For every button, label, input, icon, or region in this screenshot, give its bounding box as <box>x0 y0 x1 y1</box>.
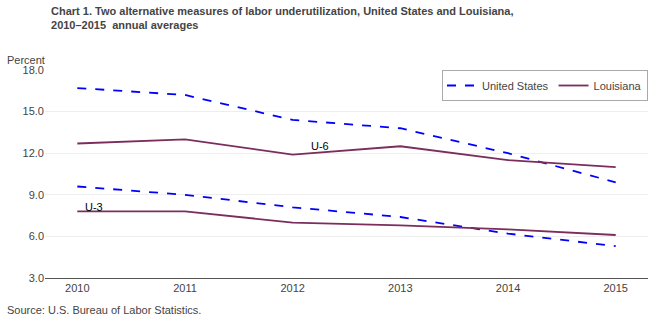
svg-text:United States: United States <box>482 80 549 92</box>
svg-text:2014: 2014 <box>496 282 520 294</box>
svg-text:U-3: U-3 <box>85 201 103 213</box>
svg-text:Louisiana: Louisiana <box>594 80 642 92</box>
svg-text:3.0: 3.0 <box>29 272 44 284</box>
svg-text:Source: U.S. Bureau of Labor S: Source: U.S. Bureau of Labor Statistics. <box>7 304 201 316</box>
svg-text:18.0: 18.0 <box>23 64 44 76</box>
svg-text:2012: 2012 <box>280 282 304 294</box>
svg-text:2013: 2013 <box>388 282 412 294</box>
svg-text:2010: 2010 <box>65 282 89 294</box>
svg-text:2015: 2015 <box>603 282 627 294</box>
svg-text:2011: 2011 <box>173 282 197 294</box>
svg-text:12.0: 12.0 <box>23 147 44 159</box>
svg-text:U-6: U-6 <box>311 140 329 152</box>
svg-text:Percent: Percent <box>7 54 45 66</box>
svg-text:6.0: 6.0 <box>29 230 44 242</box>
svg-text:15.0: 15.0 <box>23 105 44 117</box>
svg-text:Chart 1. Two alternative measu: Chart 1. Two alternative measures of lab… <box>51 5 514 31</box>
svg-text:9.0: 9.0 <box>29 189 44 201</box>
